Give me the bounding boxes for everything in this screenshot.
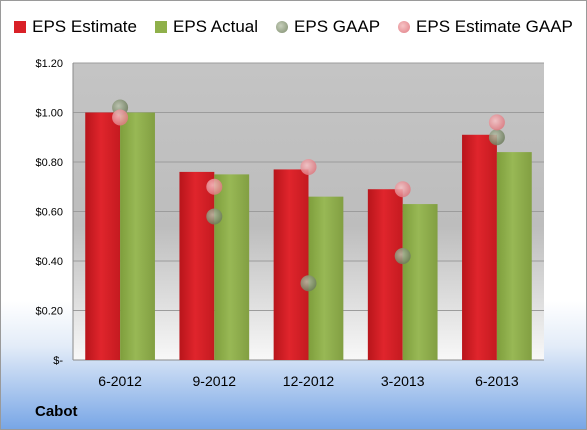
dot-eps-estimate-gaap [394, 181, 411, 198]
bar-eps-actual [402, 204, 438, 360]
bar-eps-actual [120, 112, 155, 360]
legend-item-eps-actual: EPS Actual [154, 17, 259, 37]
bar-eps-estimate [85, 112, 121, 360]
x-tick-label: 6-2013 [475, 373, 519, 389]
y-tick-label: $0.80 [35, 157, 63, 169]
y-tick-label: $0.40 [35, 256, 63, 268]
y-tick-label: $1.20 [35, 58, 63, 70]
dot-eps-estimate-gaap [300, 158, 317, 175]
legend-label-eps-estimate: EPS Estimate [32, 17, 137, 36]
legend: EPS Estimate EPS Actual EPS GAAP EPS Est… [1, 17, 586, 37]
dot-eps-gaap [394, 248, 411, 265]
dot-eps-gaap [488, 129, 505, 146]
legend-label-eps-gaap: EPS GAAP [294, 17, 381, 36]
legend-swatch-eps-estimate [14, 21, 27, 33]
x-tick-label: 9-2012 [193, 373, 237, 389]
dot-eps-gaap [300, 275, 317, 292]
y-tick-label: $1.00 [35, 108, 63, 120]
company-name: Cabot [35, 403, 78, 420]
dot-eps-gaap [206, 208, 223, 225]
bar-eps-actual [214, 174, 250, 360]
legend-item-eps-estimate-gaap: EPS Estimate GAAP [398, 17, 573, 37]
dot-eps-estimate-gaap [488, 114, 505, 131]
y-tick-label: $0.20 [35, 306, 63, 318]
bars [85, 112, 532, 360]
x-tick-label: 12-2012 [283, 373, 335, 389]
bar-eps-actual [496, 152, 532, 360]
bar-eps-estimate [462, 134, 497, 360]
x-axis-ticks: 6-2012 9-2012 12-2012 3-2013 6-2013 [98, 373, 519, 389]
legend-swatch-eps-gaap [276, 21, 289, 33]
legend-item-eps-gaap: EPS GAAP [276, 17, 380, 37]
legend-label-eps-actual: EPS Actual [172, 17, 259, 36]
legend-swatch-eps-actual [154, 21, 167, 33]
y-tick-label: $- [53, 355, 63, 367]
x-tick-label: 3-2013 [381, 373, 425, 389]
x-tick-label: 6-2012 [98, 373, 142, 389]
bar-eps-estimate [179, 171, 215, 360]
dot-eps-estimate-gaap [112, 109, 129, 126]
legend-item-eps-estimate: EPS Estimate [14, 17, 137, 37]
legend-swatch-eps-estimate-gaap [398, 21, 411, 33]
legend-label-eps-estimate-gaap: EPS Estimate GAAP [416, 17, 573, 36]
y-tick-label: $0.60 [35, 207, 63, 219]
dots [112, 99, 505, 292]
y-axis-ticks: $- $0.20 $0.40 $0.60 $0.80 $1.00 $1.20 [35, 58, 63, 367]
bar-eps-estimate [273, 169, 309, 360]
bar-eps-estimate [367, 189, 403, 360]
dot-eps-estimate-gaap [206, 178, 223, 195]
